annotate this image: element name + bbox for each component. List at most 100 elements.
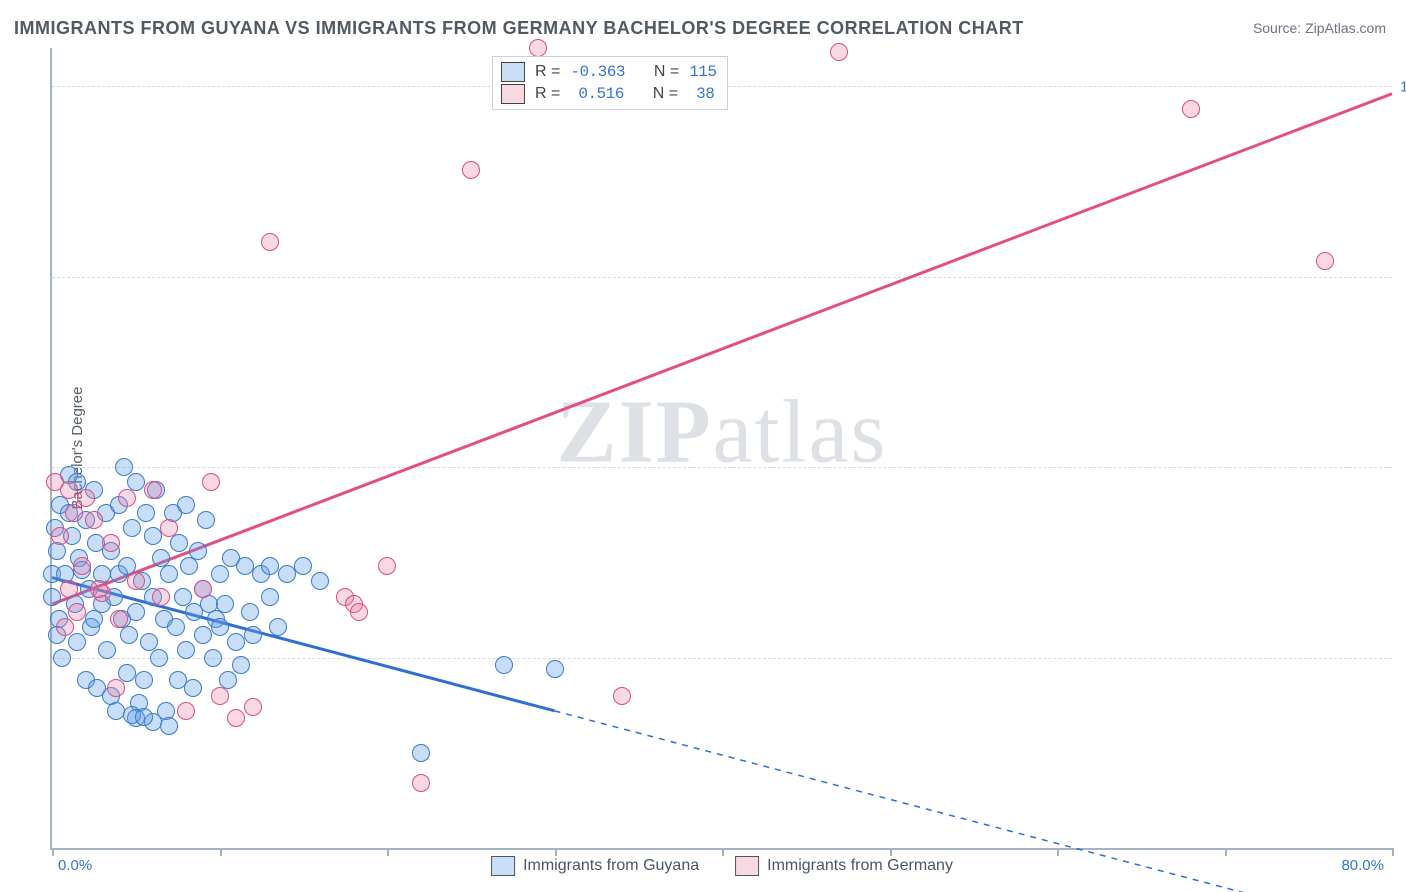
data-point bbox=[107, 679, 125, 697]
data-point bbox=[150, 649, 168, 667]
data-point bbox=[412, 774, 430, 792]
data-point bbox=[216, 595, 234, 613]
data-point bbox=[73, 557, 91, 575]
data-point bbox=[127, 572, 145, 590]
data-point bbox=[167, 618, 185, 636]
legend-r-label: R = bbox=[535, 83, 560, 105]
x-tick bbox=[722, 848, 724, 856]
data-point bbox=[93, 584, 111, 602]
data-point bbox=[48, 542, 66, 560]
data-point bbox=[102, 534, 120, 552]
swatch-guyana-icon bbox=[491, 856, 515, 876]
data-point bbox=[462, 161, 480, 179]
plot-area: ZIPatlas Bachelor's Degree 25.0%50.0%75.… bbox=[50, 48, 1392, 850]
legend-n-value-guyana: 115 bbox=[689, 61, 716, 83]
data-point bbox=[204, 649, 222, 667]
data-point bbox=[177, 496, 195, 514]
data-point bbox=[60, 481, 78, 499]
swatch-germany bbox=[501, 84, 525, 104]
data-point bbox=[412, 744, 430, 762]
x-tick bbox=[890, 848, 892, 856]
data-point bbox=[77, 489, 95, 507]
y-tick-label: 50.0% bbox=[1400, 460, 1406, 477]
x-tick bbox=[1392, 848, 1394, 856]
swatch-guyana bbox=[501, 62, 525, 82]
data-point bbox=[261, 233, 279, 251]
data-point bbox=[211, 687, 229, 705]
data-point bbox=[127, 603, 145, 621]
data-point bbox=[236, 557, 254, 575]
data-point bbox=[65, 504, 83, 522]
data-point bbox=[232, 656, 250, 674]
data-point bbox=[118, 489, 136, 507]
data-point bbox=[160, 519, 178, 537]
data-point bbox=[495, 656, 513, 674]
data-point bbox=[98, 641, 116, 659]
data-point bbox=[350, 603, 368, 621]
data-point bbox=[211, 618, 229, 636]
data-point bbox=[170, 534, 188, 552]
source-prefix: Source: bbox=[1253, 20, 1305, 36]
x-axis-min-label: 0.0% bbox=[58, 857, 92, 874]
data-point bbox=[546, 660, 564, 678]
data-point bbox=[311, 572, 329, 590]
data-point bbox=[135, 708, 153, 726]
data-point bbox=[1316, 252, 1334, 270]
data-point bbox=[244, 698, 262, 716]
data-point bbox=[53, 649, 71, 667]
data-point bbox=[1182, 100, 1200, 118]
swatch-germany-icon bbox=[735, 856, 759, 876]
data-point bbox=[174, 588, 192, 606]
data-point bbox=[194, 580, 212, 598]
x-tick bbox=[52, 848, 54, 856]
data-point bbox=[51, 527, 69, 545]
regression-line bbox=[52, 578, 555, 711]
data-point bbox=[197, 511, 215, 529]
data-point bbox=[294, 557, 312, 575]
data-point bbox=[211, 565, 229, 583]
data-point bbox=[261, 588, 279, 606]
data-point bbox=[68, 603, 86, 621]
data-point bbox=[227, 709, 245, 727]
data-point bbox=[180, 557, 198, 575]
data-point bbox=[202, 473, 220, 491]
legend-item-guyana: Immigrants from Guyana bbox=[491, 856, 699, 876]
data-point bbox=[123, 519, 141, 537]
data-point bbox=[269, 618, 287, 636]
data-point bbox=[177, 641, 195, 659]
y-tick-label: 25.0% bbox=[1400, 650, 1406, 667]
data-point bbox=[68, 633, 86, 651]
data-point bbox=[144, 481, 162, 499]
data-point bbox=[110, 610, 128, 628]
legend-row-germany: R = 0.516 N = 38 bbox=[501, 83, 717, 105]
y-tick-label: 75.0% bbox=[1400, 269, 1406, 286]
source-attribution: Source: ZipAtlas.com bbox=[1253, 20, 1386, 36]
x-tick bbox=[387, 848, 389, 856]
data-point bbox=[107, 702, 125, 720]
data-point bbox=[56, 618, 74, 636]
x-tick bbox=[1225, 848, 1227, 856]
data-point bbox=[43, 588, 61, 606]
data-point bbox=[177, 702, 195, 720]
data-point bbox=[241, 603, 259, 621]
x-tick bbox=[555, 848, 557, 856]
data-point bbox=[115, 458, 133, 476]
source-link[interactable]: ZipAtlas.com bbox=[1305, 20, 1386, 36]
legend-n-value-germany: 38 bbox=[688, 83, 714, 105]
chart-title: IMMIGRANTS FROM GUYANA VS IMMIGRANTS FRO… bbox=[14, 18, 1024, 39]
regression-line bbox=[52, 94, 1392, 604]
data-point bbox=[830, 43, 848, 61]
data-point bbox=[184, 679, 202, 697]
legend-row-guyana: R = -0.363 N = 115 bbox=[501, 61, 717, 83]
legend-r-value-guyana: -0.363 bbox=[570, 61, 625, 83]
data-point bbox=[261, 557, 279, 575]
data-point bbox=[160, 717, 178, 735]
legend-n-label: N = bbox=[654, 61, 679, 83]
series-legend: Immigrants from Guyana Immigrants from G… bbox=[491, 856, 953, 876]
data-point bbox=[60, 580, 78, 598]
legend-n-label: N = bbox=[653, 83, 678, 105]
legend-label-guyana: Immigrants from Guyana bbox=[523, 857, 699, 875]
data-point bbox=[160, 565, 178, 583]
data-point bbox=[85, 511, 103, 529]
data-point bbox=[144, 527, 162, 545]
